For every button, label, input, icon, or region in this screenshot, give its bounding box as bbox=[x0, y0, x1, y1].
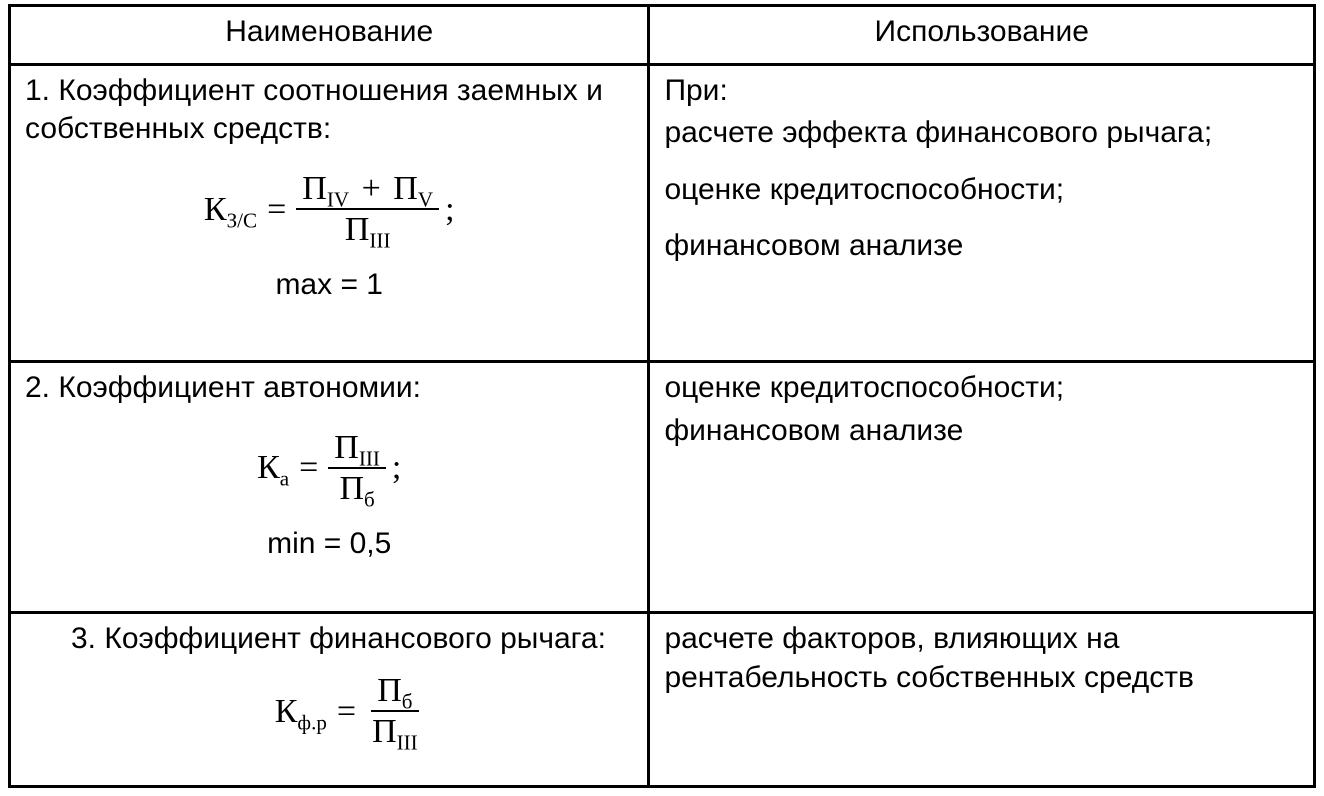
denominator: ПIII bbox=[366, 712, 424, 750]
num-term: П bbox=[393, 170, 418, 207]
usage-line: финансовом анализе bbox=[664, 227, 1299, 265]
formula-block: КЗ/С = ПIV + ПV ПIII bbox=[25, 171, 633, 248]
lhs-sub: а bbox=[280, 467, 289, 491]
col-header-name: Наименование bbox=[10, 6, 649, 65]
equals-sign: = bbox=[267, 188, 286, 232]
den-sub: б bbox=[364, 488, 375, 512]
num-op: + bbox=[362, 170, 381, 207]
formula: КЗ/С = ПIV + ПV ПIII bbox=[204, 171, 455, 248]
den-term: П bbox=[372, 713, 397, 750]
usage-line: оценке кредитоспособности; bbox=[664, 171, 1299, 209]
denominator: Пб bbox=[333, 469, 380, 507]
equals-sign: = bbox=[299, 446, 318, 490]
formula: Ка = ПIII Пб ; bbox=[257, 430, 401, 507]
fraction: ПIII Пб bbox=[328, 430, 386, 507]
cell-usage-2: оценке кредитоспособности; финансовом ан… bbox=[649, 362, 1315, 613]
num-term: П bbox=[334, 429, 359, 466]
lhs-sub: З/С bbox=[227, 208, 257, 232]
lhs-base: К bbox=[204, 191, 227, 228]
usage-line: оценке кредитоспособности; bbox=[664, 369, 1299, 407]
formula: Кф.р = Пб ПIII bbox=[275, 673, 430, 750]
usage-line: расчете эффекта финансового рычага; bbox=[664, 114, 1299, 152]
cell-usage-3: расчете факторов, влияющих на рентабельн… bbox=[649, 613, 1315, 787]
formula-block: Кф.р = Пб ПIII bbox=[71, 673, 633, 750]
row-title: 2. Коэффициент автономии: bbox=[25, 369, 633, 407]
cell-name-1: 1. Коэффициент соотношения заемных и соб… bbox=[10, 65, 649, 362]
cell-usage-1: При: расчете эффекта финансового рычага;… bbox=[649, 65, 1315, 362]
constraint: max = 1 bbox=[25, 266, 633, 304]
table-header-row: Наименование Использование bbox=[10, 6, 1315, 65]
usage-line: финансовом анализе bbox=[664, 412, 1299, 450]
table-row: 1. Коэффициент соотношения заемных и соб… bbox=[10, 65, 1315, 362]
num-sub: IV bbox=[327, 187, 349, 211]
row-title: 1. Коэффициент соотношения заемных и соб… bbox=[25, 72, 633, 149]
equals-sign: = bbox=[337, 690, 356, 734]
row-title: 3. Коэффициент финансового рычага: bbox=[71, 620, 633, 658]
formula-trailing: ; bbox=[445, 188, 454, 232]
numerator: ПIV + ПV bbox=[296, 171, 439, 211]
numerator: ПIII bbox=[328, 430, 386, 470]
table-row: 2. Коэффициент автономии: Ка = ПIII Пб bbox=[10, 362, 1315, 613]
formula-trailing: ; bbox=[392, 446, 401, 490]
table-row: 3. Коэффициент финансового рычага: Кф.р … bbox=[10, 613, 1315, 787]
den-term: П bbox=[339, 470, 364, 507]
cell-name-3: 3. Коэффициент финансового рычага: Кф.р … bbox=[10, 613, 649, 787]
lhs-base: К bbox=[275, 693, 298, 730]
col-header-usage: Использование bbox=[649, 6, 1315, 65]
den-term: П bbox=[345, 211, 370, 248]
lhs-base: К bbox=[257, 449, 280, 486]
num-sub: б bbox=[402, 689, 413, 713]
den-sub: III bbox=[369, 229, 390, 253]
cell-name-2: 2. Коэффициент автономии: Ка = ПIII Пб bbox=[10, 362, 649, 613]
num-term: П bbox=[302, 170, 327, 207]
coefficients-table: Наименование Использование 1. Коэффициен… bbox=[8, 4, 1316, 788]
usage-line: При: bbox=[664, 72, 1299, 110]
denominator: ПIII bbox=[339, 210, 397, 248]
num-term: П bbox=[377, 672, 402, 709]
formula-block: Ка = ПIII Пб ; bbox=[25, 430, 633, 507]
num-sub: III bbox=[359, 446, 380, 470]
constraint: min = 0,5 bbox=[25, 525, 633, 563]
fraction: Пб ПIII bbox=[366, 673, 424, 750]
usage-line: расчете факторов, влияющих на рентабельн… bbox=[664, 620, 1299, 697]
numerator: Пб bbox=[371, 673, 418, 713]
den-sub: III bbox=[397, 731, 418, 755]
fraction: ПIV + ПV ПIII bbox=[296, 171, 439, 248]
lhs-sub: ф.р bbox=[297, 710, 326, 734]
num-sub: V bbox=[418, 187, 433, 211]
